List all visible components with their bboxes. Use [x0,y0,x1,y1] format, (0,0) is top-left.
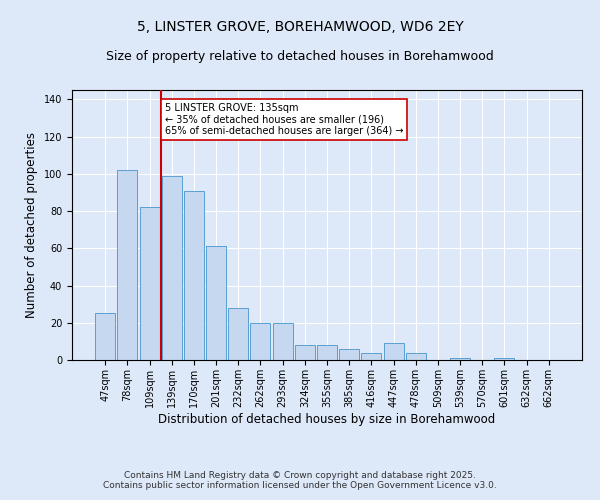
Text: Size of property relative to detached houses in Borehamwood: Size of property relative to detached ho… [106,50,494,63]
Bar [162,176,182,360]
Bar [494,358,514,360]
Bar [317,345,337,360]
Text: Contains HM Land Registry data © Crown copyright and database right 2025.
Contai: Contains HM Land Registry data © Crown c… [103,470,497,490]
Bar [272,323,293,360]
Bar [206,246,226,360]
Text: 5, LINSTER GROVE, BOREHAMWOOD, WD6 2EY: 5, LINSTER GROVE, BOREHAMWOOD, WD6 2EY [137,20,463,34]
Bar [339,349,359,360]
X-axis label: Distribution of detached houses by size in Borehamwood: Distribution of detached houses by size … [158,412,496,426]
Bar [295,345,315,360]
Bar [406,352,426,360]
Bar [228,308,248,360]
Bar [250,323,271,360]
Bar [383,343,404,360]
Bar [184,190,204,360]
Bar [450,358,470,360]
Bar [118,170,137,360]
Y-axis label: Number of detached properties: Number of detached properties [25,132,38,318]
Bar [361,352,382,360]
Bar [140,208,160,360]
Text: 5 LINSTER GROVE: 135sqm
← 35% of detached houses are smaller (196)
65% of semi-d: 5 LINSTER GROVE: 135sqm ← 35% of detache… [165,103,404,136]
Bar [95,314,115,360]
